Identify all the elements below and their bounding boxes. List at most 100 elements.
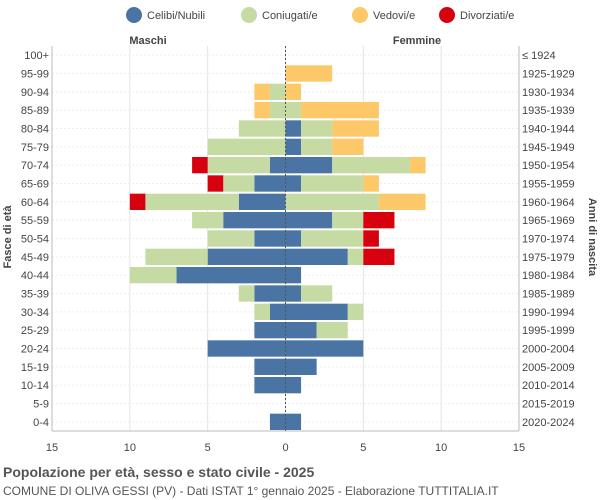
bar-female (285, 138, 302, 155)
legend-swatch (241, 7, 257, 23)
bar-male (207, 138, 286, 155)
bar-male (254, 230, 286, 247)
bar-female (332, 138, 364, 155)
bar-female (347, 303, 364, 320)
birth-year-label: 1975-1979 (522, 252, 575, 264)
bar-female (285, 83, 302, 100)
birth-year-label: 1950-1954 (522, 160, 575, 172)
bar-male (176, 267, 286, 284)
birth-year-label: 1935-1939 (522, 105, 575, 117)
bar-female (285, 120, 302, 137)
age-group-label: 35-39 (21, 289, 49, 301)
bar-male (269, 83, 286, 100)
legend-label: Coniugati/e (262, 10, 318, 22)
age-group-label: 5-9 (33, 399, 49, 411)
bar-female (285, 267, 302, 284)
bar-male (129, 267, 177, 284)
birth-year-label: ≤ 1924 (522, 50, 556, 62)
birth-year-label: 1985-1989 (522, 289, 575, 301)
bar-female (363, 230, 379, 247)
bar-female (285, 157, 333, 174)
birth-year-label: 1970-1974 (522, 234, 575, 246)
bar-female (285, 175, 302, 192)
bar-female (285, 377, 302, 394)
birth-year-label: 1995-1999 (522, 325, 575, 337)
birth-year-label: 1925-1929 (522, 69, 575, 81)
bar-male (254, 83, 270, 100)
bar-female (301, 230, 364, 247)
bar-male (207, 157, 270, 174)
legend-swatch (352, 7, 368, 23)
bar-male (207, 340, 286, 357)
population-pyramid-chart: Celibi/Nubili Coniugati/e Vedovi/e Divorzia… (2, 7, 598, 454)
x-tick-label: 5 (205, 442, 211, 454)
bar-female (285, 358, 317, 375)
bar-male (145, 248, 208, 265)
bar-male (254, 102, 270, 119)
legend-swatch (126, 7, 142, 23)
bar-female (285, 340, 364, 357)
bar-female (285, 303, 348, 320)
birth-year-label: 2000-2004 (522, 344, 575, 356)
bar-female (301, 175, 364, 192)
bar-male (254, 303, 270, 320)
birth-year-label: 2020-2024 (522, 417, 575, 429)
axes: 15 10 5 0 5 10 15 100+ ≤ 1924 95-99 1925-1929 90-94… (21, 46, 575, 454)
bar-female (285, 248, 348, 265)
bar-male (254, 377, 286, 394)
bar-female (285, 193, 379, 210)
bar-female (316, 322, 348, 339)
birth-year-label: 2005-2009 (522, 362, 575, 374)
bar-female (363, 175, 379, 192)
bar-female (301, 285, 333, 302)
age-group-label: 95-99 (21, 69, 49, 81)
bar-female (285, 230, 302, 247)
bar-male (238, 285, 255, 302)
bar-female (363, 248, 395, 265)
bar-male (269, 157, 286, 174)
age-group-label: 75-79 (21, 142, 49, 154)
bar-male (269, 102, 286, 119)
bar-male (129, 193, 146, 210)
birth-year-label: 2015-2019 (522, 399, 575, 411)
x-tick-label: 5 (360, 442, 366, 454)
age-group-label: 65-69 (21, 179, 49, 191)
age-group-label: 30-34 (21, 307, 49, 319)
bar-female (332, 120, 379, 137)
bar-female (285, 65, 333, 82)
age-group-label: 70-74 (21, 160, 49, 172)
bar-male (207, 230, 255, 247)
legend: Celibi/Nubili Coniugati/e Vedovi/e Divorzia… (126, 7, 514, 23)
legend-swatch (439, 7, 455, 23)
birth-year-label: 2010-2014 (522, 380, 575, 392)
bar-male (223, 175, 255, 192)
bar-male (207, 175, 224, 192)
age-group-label: 15-19 (21, 362, 49, 374)
birth-year-label: 1940-1944 (522, 124, 575, 136)
x-tick-label: 15 (46, 442, 58, 454)
bar-female (301, 102, 379, 119)
age-group-label: 10-14 (21, 380, 49, 392)
y-axis-label-right: Anni di nascita (586, 198, 598, 277)
bar-male (269, 413, 286, 430)
bar-male (254, 358, 286, 375)
bar-female (347, 248, 364, 265)
birth-year-label: 1965-1969 (522, 215, 575, 227)
age-group-label: 20-24 (21, 344, 49, 356)
x-tick-label: 10 (124, 442, 136, 454)
birth-year-label: 1960-1964 (522, 197, 575, 209)
y-axis-label-left: Fasce di età (2, 205, 14, 269)
bar-female (285, 413, 302, 430)
bar-male (223, 212, 286, 229)
birth-year-label: 1930-1934 (522, 87, 575, 99)
bar-male (254, 175, 286, 192)
bar-female (363, 212, 395, 229)
age-group-label: 0-4 (33, 417, 49, 429)
bar-female (378, 193, 426, 210)
bar-male (238, 193, 286, 210)
bar-male (207, 248, 286, 265)
age-group-label: 80-84 (21, 124, 49, 136)
bar-male (254, 322, 286, 339)
bar-male (192, 212, 224, 229)
x-tick-label: 10 (435, 442, 447, 454)
